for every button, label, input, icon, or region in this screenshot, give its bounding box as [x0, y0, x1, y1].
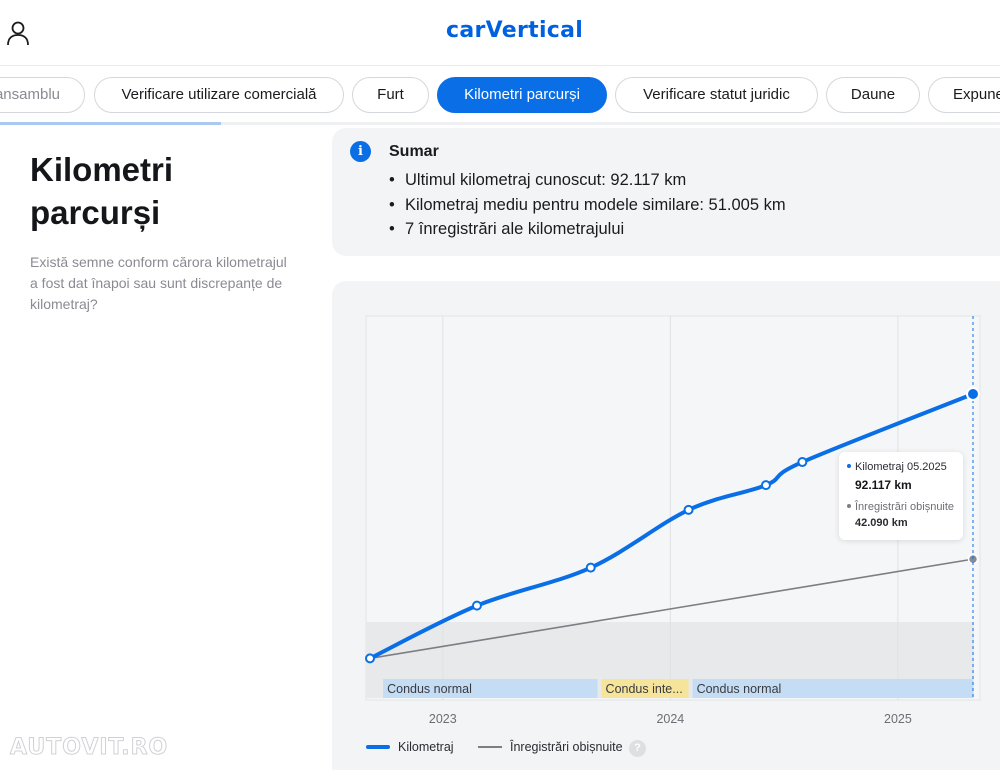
tab-expune[interactable]: Expune: [928, 77, 1000, 113]
tooltip-secondary-label: Înregistrări obișnuite: [847, 501, 954, 513]
tooltip-title: Kilometraj 05.2025: [847, 461, 947, 473]
autovit-watermark: AUTOVIT.RO: [9, 735, 169, 761]
summary-card: i Sumar Ultimul kilometraj cunoscut: 92.…: [332, 128, 1000, 256]
legend-kilometraj-label: Kilometraj: [398, 740, 454, 754]
section-intro: Kilometri parcurși Există semne conform …: [30, 148, 300, 315]
series-kilometraj-point-5: [797, 457, 808, 468]
driving-band-0: [383, 679, 598, 698]
summary-item-record-count: 7 înregistrări ale kilometrajului: [389, 217, 786, 242]
series-kilometraj-point-0: [365, 653, 375, 664]
tooltip-obisnuite-dot: [847, 504, 851, 508]
help-icon[interactable]: ?: [629, 740, 646, 757]
driving-band-1: [601, 679, 689, 698]
x-tick-label-2023: 2023: [429, 712, 457, 726]
tabs-scroll-track: [0, 122, 1000, 125]
series-kilometraj-point-4: [760, 480, 771, 491]
tooltip-title-text: Kilometraj 05.2025: [855, 461, 947, 473]
user-account-icon[interactable]: [6, 20, 30, 46]
driving-band-label-0: Condus normal: [387, 682, 472, 696]
driving-band-label-2: Condus normal: [697, 682, 782, 696]
tooltip-secondary-label-text: Înregistrări obișnuite: [855, 501, 955, 513]
tab-furt[interactable]: Furt: [352, 77, 429, 113]
legend-obisnuite-label: Înregistrări obișnuite: [510, 740, 623, 754]
series-kilometraj-point-6: [966, 387, 980, 402]
top-header: carVertical: [0, 0, 1000, 66]
summary-item-average-mileage: Kilometraj mediu pentru modele similare:…: [389, 193, 786, 218]
tooltip-secondary-value: 42.090 km: [855, 517, 908, 529]
tabs-scroll-indicator: [0, 122, 221, 125]
legend-kilometraj-swatch: [366, 745, 390, 749]
tooltip-kilometraj-dot: [847, 464, 851, 468]
series-kilometraj-point-2: [585, 562, 596, 573]
summary-item-last-mileage: Ultimul kilometraj cunoscut: 92.117 km: [389, 168, 786, 193]
driving-band-2: [692, 679, 973, 698]
section-tabs: ansamblu Verificare utilizare comercială…: [0, 66, 1000, 124]
section-title: Kilometri parcurși: [30, 151, 174, 231]
legend-obisnuite-swatch: [478, 746, 502, 748]
tab-kilometri-parcursi[interactable]: Kilometri parcurși: [437, 77, 607, 113]
driving-band-label-1: Condus inte...: [606, 682, 683, 696]
x-tick-label-2024: 2024: [656, 712, 684, 726]
info-icon: i: [350, 141, 371, 162]
series-kilometraj-point-1: [471, 600, 482, 611]
x-tick-label-2025: 2025: [884, 712, 912, 726]
tab-daune[interactable]: Daune: [826, 77, 920, 113]
section-description: Există semne conform cărora kilometrajul…: [30, 254, 287, 312]
series-kilometraj-point-3: [683, 504, 694, 515]
series-inregistrari-obisnuite-line: [369, 558, 974, 660]
carvertical-logo[interactable]: carVertical: [446, 18, 584, 43]
tab-verificare-utilizare-comerciala[interactable]: Verificare utilizare comercială: [94, 77, 344, 113]
summary-list: Ultimul kilometraj cunoscut: 92.117 km K…: [389, 168, 786, 242]
chart-tooltip: Kilometraj 05.2025 92.117 km Înregistrăr…: [839, 452, 963, 540]
summary-title: Sumar: [389, 143, 439, 160]
tab-verificare-statut-juridic[interactable]: Verificare statut juridic: [615, 77, 818, 113]
tab-ansamblu[interactable]: ansamblu: [0, 77, 85, 113]
tooltip-value: 92.117 km: [855, 478, 912, 492]
